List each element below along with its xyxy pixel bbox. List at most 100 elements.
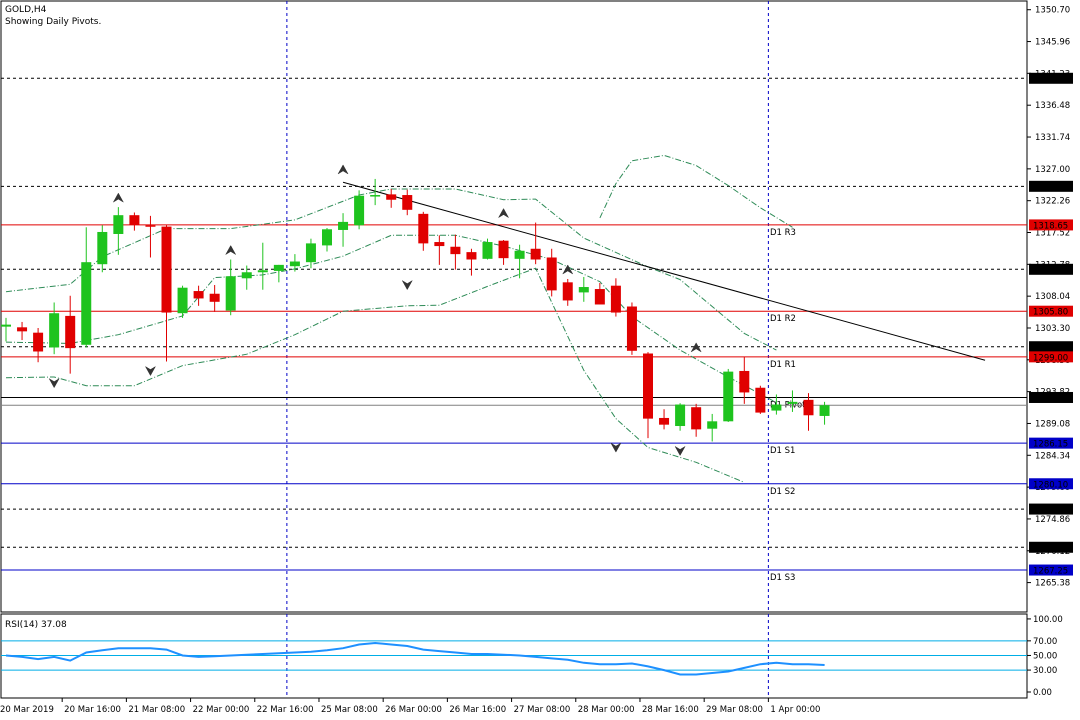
price-tag (1029, 263, 1073, 275)
price-tag-text: 1276.33 (1033, 506, 1068, 516)
time-tick-label: 29 Mar 08:00 (706, 705, 763, 715)
price-tag-text: 1270.64 (1033, 544, 1068, 554)
candle-body (338, 221, 349, 230)
candle-body (675, 404, 686, 427)
candle-body (97, 231, 108, 265)
price-tick-label: 1274.86 (1035, 515, 1070, 525)
price-tick-label: 1308.04 (1035, 292, 1070, 302)
pivot-label: D1 R3 (770, 228, 796, 238)
candle-body (145, 225, 156, 227)
price-tag-text: 1300.51 (1033, 343, 1068, 353)
candle-body (354, 195, 365, 226)
price-tag-text: 1324.40 (1033, 183, 1068, 193)
price-tick-label: 1265.38 (1035, 579, 1070, 589)
rsi-label: RSI(14) 37.08 (5, 620, 67, 630)
candle-body (739, 370, 750, 393)
pivot-label: D1 S2 (770, 487, 795, 497)
price-tick-label: 1345.96 (1035, 38, 1070, 48)
candle-body (803, 399, 814, 416)
chart-subtitle: Showing Daily Pivots. (5, 17, 101, 27)
pivot-label: D1 S1 (770, 446, 795, 456)
price-tick-label: 1289.08 (1035, 419, 1070, 429)
candles-layer (1, 178, 830, 442)
candle-body (707, 421, 718, 429)
candle-body (161, 226, 172, 313)
price-tag (1029, 478, 1073, 490)
candle-body (530, 248, 541, 260)
fractal-up-arrow (562, 264, 574, 275)
candle-body (546, 257, 557, 291)
candle-body (129, 215, 140, 225)
time-tick-label: 22 Mar 16:00 (257, 705, 314, 715)
price-axis: 1350.701345.961341.231336.481331.741327.… (1027, 6, 1073, 589)
fractal-up-arrow (337, 164, 349, 175)
candle-body (691, 407, 702, 430)
time-tick-label: 20 Mar 16:00 (64, 705, 121, 715)
price-tag (1029, 180, 1073, 192)
candle-body (787, 401, 798, 404)
time-tick-label: 27 Mar 08:00 (514, 705, 571, 715)
candle-body (755, 387, 766, 413)
candle-body (289, 261, 300, 267)
main-frame (0, 0, 1028, 613)
price-tag-text: 1292.95 (1033, 394, 1068, 404)
fractal-down-arrow (401, 279, 413, 291)
candle-body (482, 242, 493, 259)
candle-body (225, 276, 236, 311)
rsi-frame (0, 613, 1028, 699)
fractal-down-arrow (48, 377, 60, 389)
rsi-tick-label: 0.00 (1033, 688, 1052, 698)
candle-body (418, 213, 429, 244)
candle-body (626, 306, 637, 351)
price-tag (1029, 503, 1073, 515)
fractal-up-arrow (497, 208, 510, 219)
candle-body (498, 240, 509, 259)
candle-body (1, 324, 11, 327)
fractals-layer (48, 164, 702, 456)
candle-body (771, 404, 782, 411)
time-axis: 20 Mar 2019 20 Mar 16:00 21 Mar 08:00 22 Ma… (0, 698, 820, 715)
fractal-down-arrow (144, 365, 157, 377)
price-tag (1029, 437, 1073, 449)
candle-body (17, 327, 28, 332)
rsi-tick-label: 30.00 (1033, 666, 1057, 676)
candle-body (723, 371, 734, 422)
bollinger-lower (5, 267, 745, 483)
candle-body (610, 285, 621, 313)
candle-body (370, 195, 381, 197)
time-tick-label: 21 Mar 08:00 (128, 705, 185, 715)
fractal-up-arrow (112, 192, 125, 203)
candle-body (643, 353, 653, 419)
candle-body (434, 242, 445, 247)
price-tag (1029, 72, 1073, 84)
trendline[interactable] (342, 181, 986, 361)
price-tag (1029, 391, 1073, 403)
price-tick-label: 1331.74 (1035, 133, 1070, 143)
candle-body (578, 287, 589, 293)
candle-body (659, 417, 670, 425)
candle-body (466, 252, 477, 260)
bollinger-bands (5, 154, 793, 483)
price-tag-text: 1267.25 (1033, 567, 1068, 577)
candle-body (65, 315, 76, 349)
candle-body (450, 246, 461, 255)
candle-body (33, 332, 44, 352)
price-tick-label: 1322.26 (1035, 197, 1070, 207)
fractal-down-arrow (610, 442, 622, 453)
time-tick-label: 28 Mar 00:00 (578, 705, 635, 715)
price-tag-text: 1318.65 (1033, 221, 1068, 231)
candle-body (241, 272, 252, 279)
time-tick-label: 25 Mar 08:00 (321, 705, 378, 715)
bollinger-middle (5, 234, 777, 403)
trendline-layer[interactable] (342, 181, 986, 361)
price-tag (1029, 305, 1073, 317)
candle-body (193, 291, 204, 299)
price-tag-text: 1286.15 (1033, 440, 1068, 450)
price-tick-label: 1284.34 (1035, 451, 1070, 461)
price-tag-text: 1305.80 (1033, 308, 1068, 318)
candle-body (305, 243, 316, 263)
price-tick-label: 1327.00 (1035, 165, 1070, 175)
pivot-label: D1 S3 (770, 573, 795, 583)
price-tag (1029, 219, 1073, 231)
